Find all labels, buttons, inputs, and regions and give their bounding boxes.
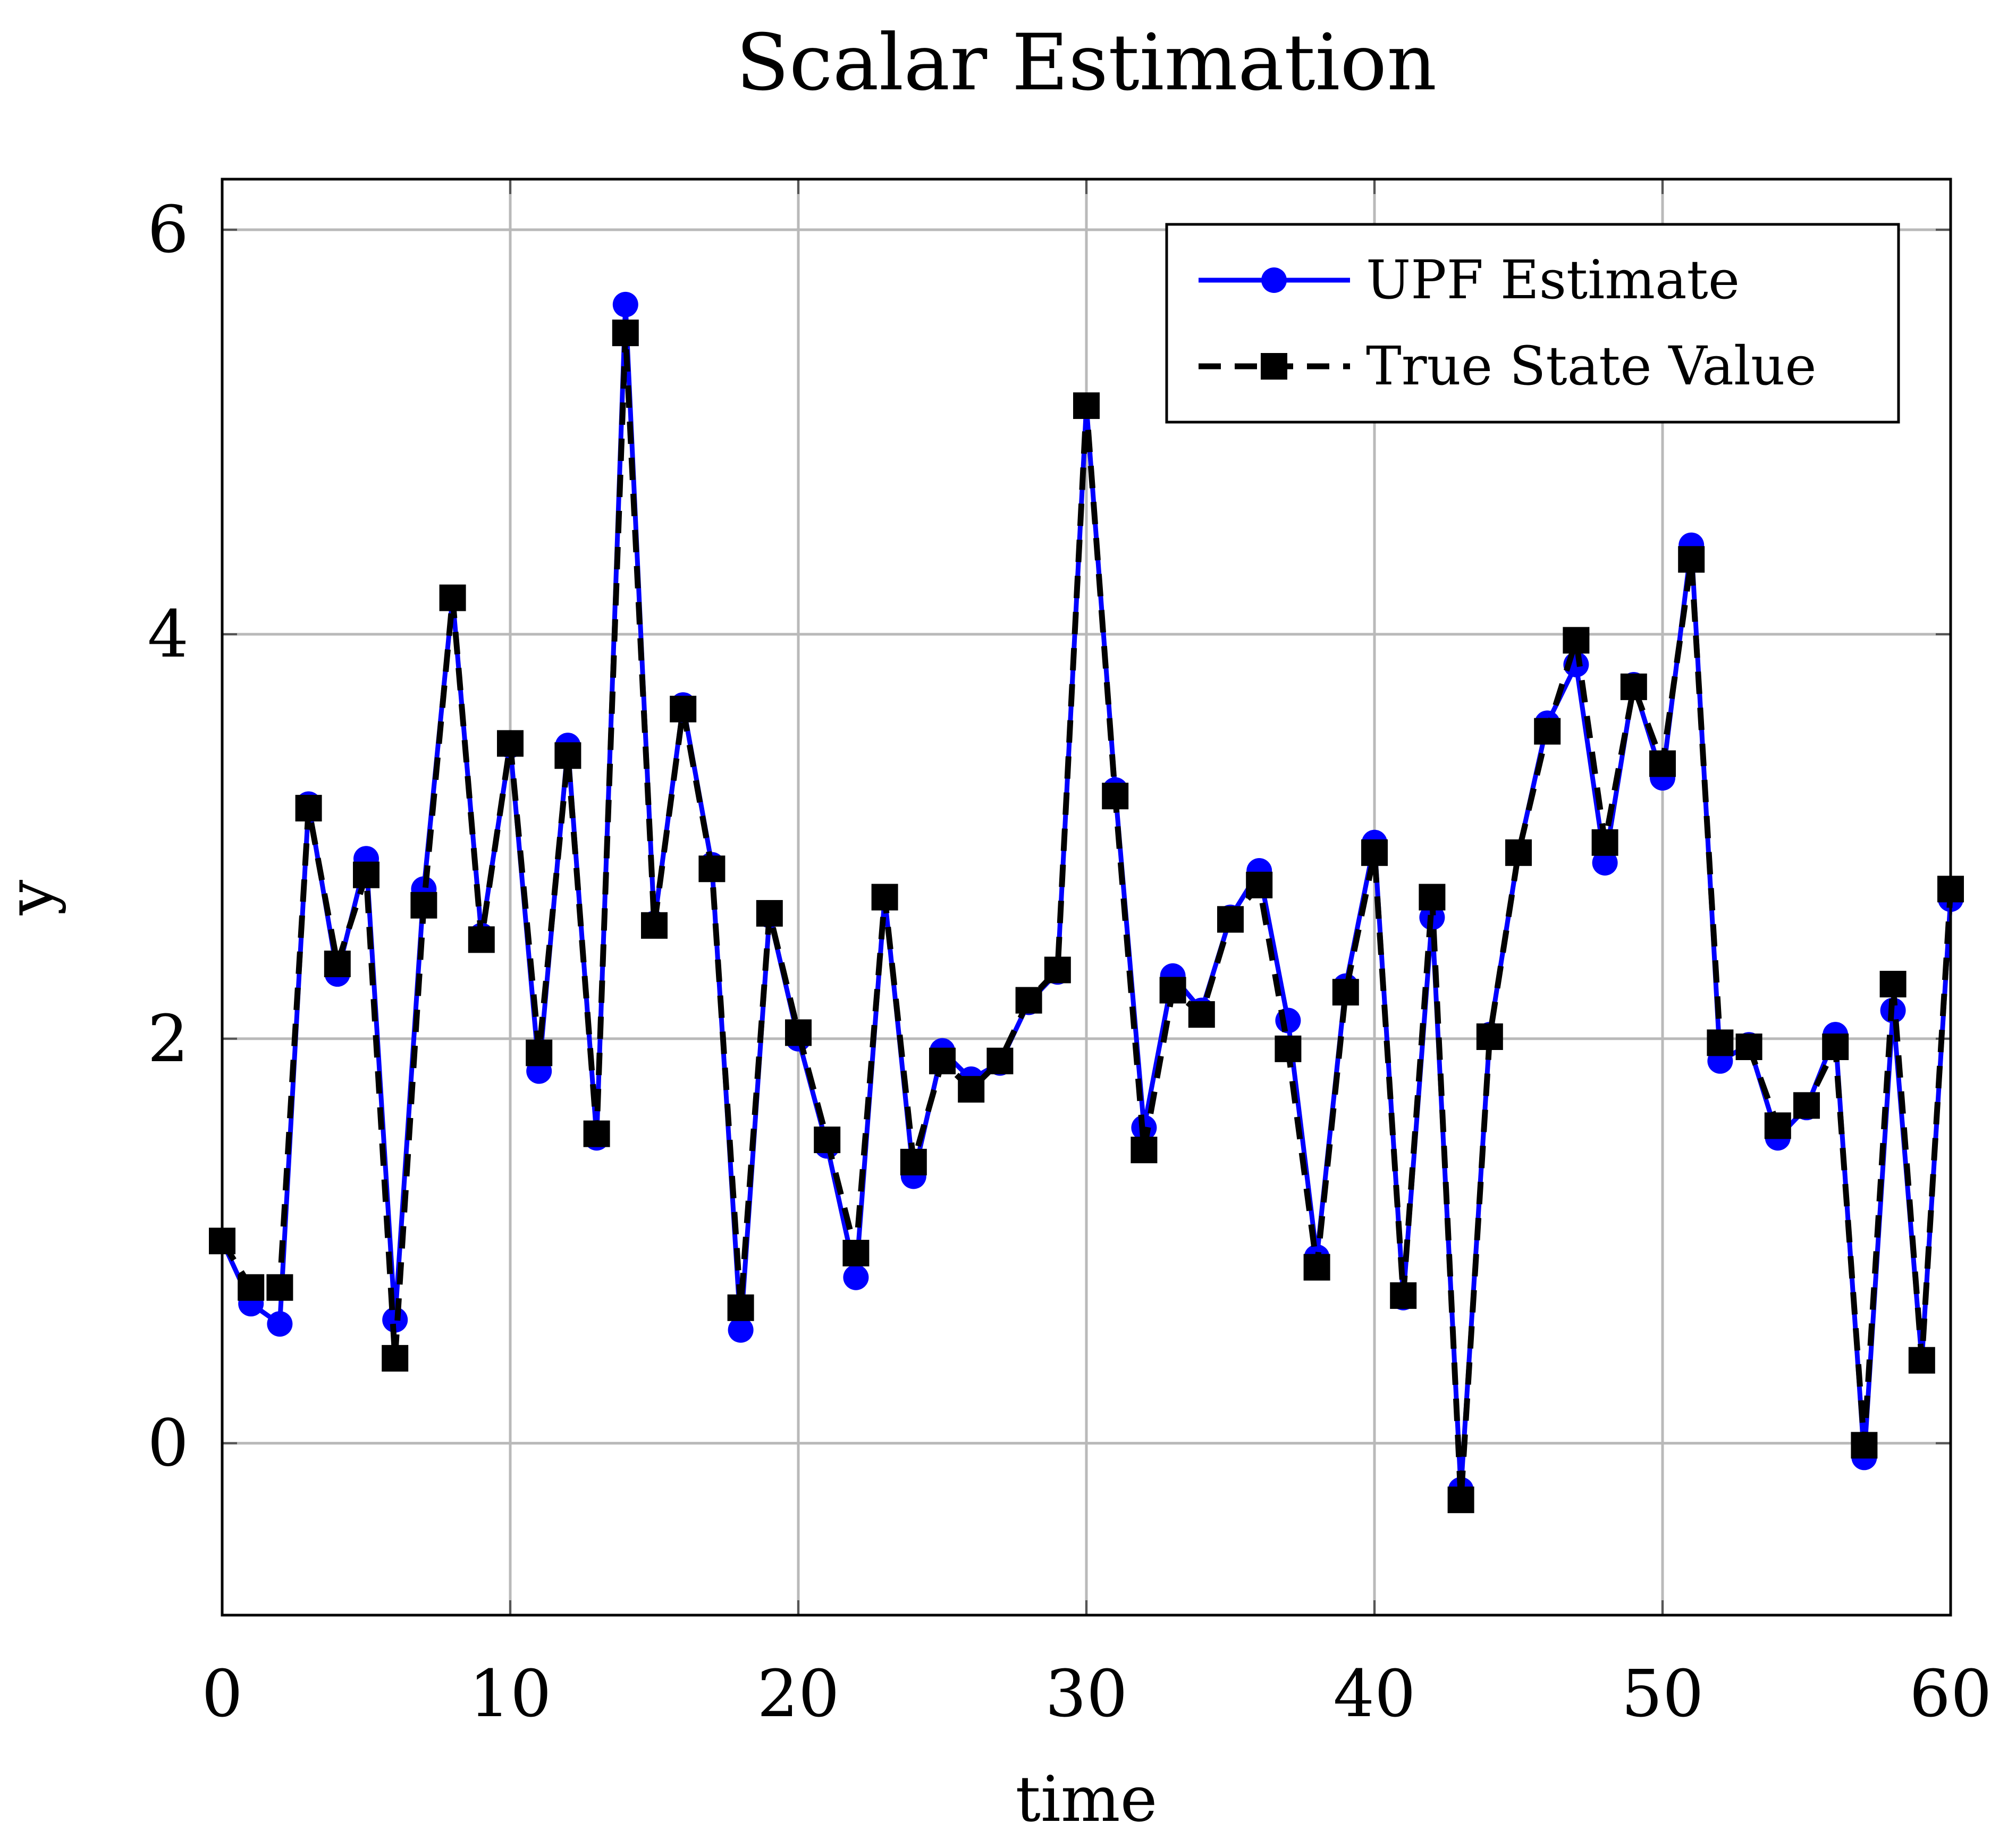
true-state-value-point (295, 795, 322, 822)
true-state-value-point (670, 695, 697, 723)
true-state-value-point (1159, 977, 1186, 1004)
true-state-value-point (1879, 971, 1907, 998)
legend-marker-true (1261, 353, 1287, 380)
true-state-value-point (554, 742, 581, 769)
upf-estimate-point (728, 1317, 754, 1343)
true-state-value-point (238, 1274, 265, 1301)
true-state-value-point (1332, 979, 1359, 1006)
y-axis-label: y (0, 879, 67, 915)
true-state-value-point (842, 1240, 870, 1267)
y-tick-label: 0 (147, 1406, 189, 1481)
true-state-value-point (526, 1039, 553, 1066)
true-state-value-point (986, 1047, 1014, 1074)
true-state-value-point (1822, 1034, 1849, 1061)
x-tick-label: 30 (1045, 1656, 1127, 1732)
true-state-value-point (1102, 783, 1129, 810)
y-tick-label: 4 (147, 597, 189, 672)
y-tick-label: 6 (147, 192, 189, 267)
true-state-value-point (1275, 1035, 1302, 1062)
true-state-value-point (814, 1127, 841, 1154)
true-state-value-point (439, 584, 466, 611)
true-state-value-point (1361, 839, 1388, 866)
legend-box (1165, 223, 1900, 424)
true-state-value-point (497, 730, 524, 757)
true-state-value-point (1505, 839, 1532, 866)
true-state-value-point (958, 1076, 985, 1103)
legend: UPF Estimate True State Value (1165, 223, 1900, 424)
true-state-value-point (727, 1294, 754, 1321)
legend-label-upf: UPF Estimate (1366, 249, 1740, 311)
true-state-value-point (1707, 1029, 1734, 1056)
x-tick-label: 10 (469, 1656, 551, 1732)
true-state-value-point (929, 1047, 956, 1074)
true-state-value-point (583, 1120, 610, 1147)
x-tick-label: 20 (757, 1656, 839, 1732)
true-state-value-point (1073, 392, 1100, 419)
true-state-value-point (1851, 1432, 1878, 1459)
true-state-value-point (410, 892, 437, 919)
true-state-value-point (1131, 1137, 1158, 1164)
true-state-value-point (612, 320, 639, 347)
true-state-value-point (1908, 1347, 1935, 1374)
true-state-value-point (698, 855, 726, 883)
x-tick-label: 60 (1909, 1656, 1992, 1732)
true-state-value-point (382, 1345, 409, 1372)
legend-marker-upf (1261, 267, 1287, 293)
true-state-value-point (1447, 1486, 1474, 1514)
true-state-value-point (1563, 627, 1590, 654)
true-state-value-point (353, 861, 379, 888)
true-state-value-point (1476, 1023, 1503, 1050)
plot-frame (221, 178, 1952, 1617)
true-state-value-point (266, 1274, 293, 1301)
tick-labels: 0 10 20 30 40 50 60 0 2 4 6 (147, 192, 1992, 1732)
true-state-value-point (756, 900, 783, 927)
true-state-value-point (1764, 1112, 1791, 1139)
x-tick-label: 0 (201, 1656, 243, 1732)
x-tick-label: 50 (1621, 1656, 1703, 1732)
true-state-value-point (1246, 871, 1273, 898)
true-state-value-point (1015, 987, 1042, 1014)
true-state-value-point (785, 1019, 812, 1046)
true-state-value-point (468, 926, 495, 953)
upf-estimate-point (1592, 850, 1618, 876)
upf-estimate-point (267, 1311, 293, 1337)
true-state-value-point (1591, 829, 1618, 856)
chart-title: Scalar Estimation (736, 18, 1437, 108)
true-state-value-point (1044, 956, 1071, 984)
upf-estimate-point (612, 291, 638, 317)
true-state-value-point (1419, 884, 1446, 911)
true-state-value-point (1534, 718, 1561, 745)
legend-label-true: True State Value (1366, 335, 1817, 397)
true-state-value-point (1735, 1034, 1762, 1061)
x-axis-label: time (1016, 1762, 1158, 1836)
upf-estimate-point (843, 1264, 869, 1290)
true-state-value-point (1188, 1001, 1215, 1028)
series-lines (209, 291, 1964, 1514)
x-tick-label: 40 (1333, 1656, 1415, 1732)
true-state-value-point (324, 951, 351, 978)
true-state-value-point (1678, 546, 1705, 573)
true-state-value-point (900, 1148, 927, 1175)
true-state-value-point (641, 912, 668, 939)
true-state-value-point (1390, 1282, 1417, 1309)
true-state-value-point (1303, 1254, 1330, 1281)
true-state-value-point (1649, 750, 1676, 777)
true-state-value-point (1793, 1092, 1820, 1119)
true-state-value-point (1217, 906, 1244, 933)
y-tick-label: 2 (147, 1001, 189, 1077)
true-state-value-point (871, 884, 898, 911)
true-state-value-point (1620, 673, 1647, 700)
